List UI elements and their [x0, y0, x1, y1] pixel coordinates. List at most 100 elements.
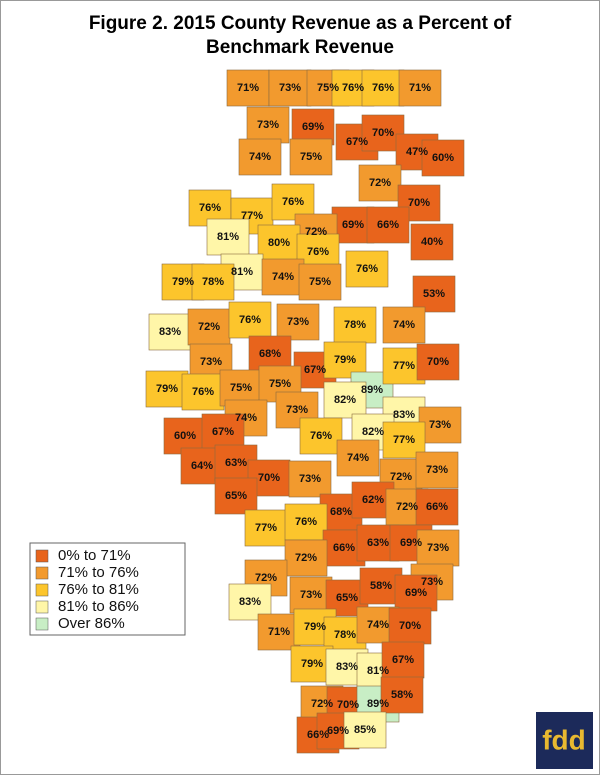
county-label: 75% [309, 276, 331, 288]
county-label: 72% [396, 501, 418, 513]
county [380, 676, 424, 714]
county [416, 343, 460, 381]
county-label: 76% [239, 314, 261, 326]
county [228, 301, 272, 339]
county-label: 80% [268, 237, 290, 249]
county-label: 73% [299, 473, 321, 485]
county [299, 417, 343, 455]
county [288, 460, 332, 498]
legend: 0% to 71%71% to 76%76% to 81%81% to 86%O… [35, 547, 139, 632]
county-label: 72% [198, 321, 220, 333]
county [238, 138, 282, 176]
county-label: 73% [200, 356, 222, 368]
county-label: 60% [174, 430, 196, 442]
county [244, 509, 288, 547]
county-label: 77% [393, 360, 415, 372]
county-label: 83% [159, 326, 181, 338]
county-label: 53% [423, 288, 445, 300]
county-label: 75% [317, 82, 339, 94]
county-label: 76% [295, 516, 317, 528]
legend-swatch [35, 617, 49, 631]
county [336, 439, 380, 477]
county [257, 224, 301, 262]
county [421, 139, 465, 177]
county [333, 306, 377, 344]
county-label: 70% [372, 127, 394, 139]
title-line: Benchmark Revenue [206, 37, 394, 58]
county-label: 66% [426, 501, 448, 513]
county-label: 82% [362, 426, 384, 438]
county-label: 65% [336, 592, 358, 604]
legend-swatch [35, 549, 49, 563]
legend-swatch [35, 566, 49, 580]
county-label: 73% [421, 576, 443, 588]
county-label: 89% [367, 698, 389, 710]
county-label: 63% [367, 537, 389, 549]
logo: fdd [542, 724, 586, 755]
legend-box [29, 542, 186, 636]
county-label: 85% [354, 724, 376, 736]
county-label: 82% [334, 394, 356, 406]
county-label: 72% [305, 226, 327, 238]
county-label: 70% [337, 699, 359, 711]
county [206, 218, 250, 256]
county [366, 206, 410, 244]
county [268, 69, 312, 107]
county-tiles [145, 69, 465, 754]
county [418, 406, 462, 444]
county-label: 60% [432, 152, 454, 164]
legend-label: 71% to 76% [58, 564, 139, 581]
county-label: 76% [307, 246, 329, 258]
county [398, 69, 442, 107]
county-label: 68% [330, 506, 352, 518]
county-label: 69% [342, 219, 364, 231]
county [415, 488, 459, 526]
county-label: 69% [327, 725, 349, 737]
county-label: 66% [333, 542, 355, 554]
county [289, 138, 333, 176]
county-label: 76% [282, 196, 304, 208]
county [358, 164, 402, 202]
county [246, 106, 290, 144]
county [191, 263, 235, 301]
county-label: 76% [356, 263, 378, 275]
county [148, 313, 192, 351]
county [187, 308, 231, 346]
county-label: 78% [344, 319, 366, 331]
county-label: 68% [259, 348, 281, 360]
county [257, 613, 301, 651]
county-label: 67% [304, 364, 326, 376]
county-label: 79% [301, 658, 323, 670]
logo-box [536, 712, 593, 769]
legend-swatch [35, 583, 49, 597]
county [261, 258, 305, 296]
map: 71% 73% 75% 76% 76% 71%73% 69%67%70%47% 60%74% 7… [145, 69, 465, 754]
legend-label: 81% to 86% [58, 598, 139, 615]
county-label: 70% [408, 197, 430, 209]
county [388, 607, 432, 645]
county-label: 78% [334, 629, 356, 641]
county-label: 73% [279, 82, 301, 94]
county-label: 73% [429, 419, 451, 431]
county-label: 83% [393, 409, 415, 421]
county-label: 64% [191, 460, 213, 472]
legend-swatch [35, 600, 49, 614]
county-label: 71% [237, 82, 259, 94]
title-line: Figure 2. 2015 County Revenue as a Perce… [89, 13, 512, 34]
county-label: 65% [225, 490, 247, 502]
county-label: 77% [255, 522, 277, 534]
county [412, 275, 456, 313]
county-label: 79% [334, 354, 356, 366]
county [343, 711, 387, 749]
county-label: 74% [272, 271, 294, 283]
county-label: 72% [369, 177, 391, 189]
county-label: 67% [346, 136, 368, 148]
county-label: 81% [217, 231, 239, 243]
county [416, 529, 460, 567]
county-label: 47% [406, 146, 428, 158]
county-label: 72% [255, 572, 277, 584]
county-label: 66% [377, 219, 399, 231]
county [289, 576, 333, 614]
county-label: 83% [239, 596, 261, 608]
